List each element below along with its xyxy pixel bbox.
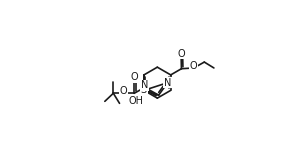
Text: O: O (130, 72, 138, 82)
Text: O: O (190, 61, 197, 71)
Text: N: N (164, 78, 171, 88)
Text: O: O (177, 49, 185, 59)
Text: N: N (141, 80, 149, 90)
Text: S: S (141, 85, 147, 95)
Text: O: O (120, 86, 127, 96)
Text: OH: OH (128, 96, 143, 106)
